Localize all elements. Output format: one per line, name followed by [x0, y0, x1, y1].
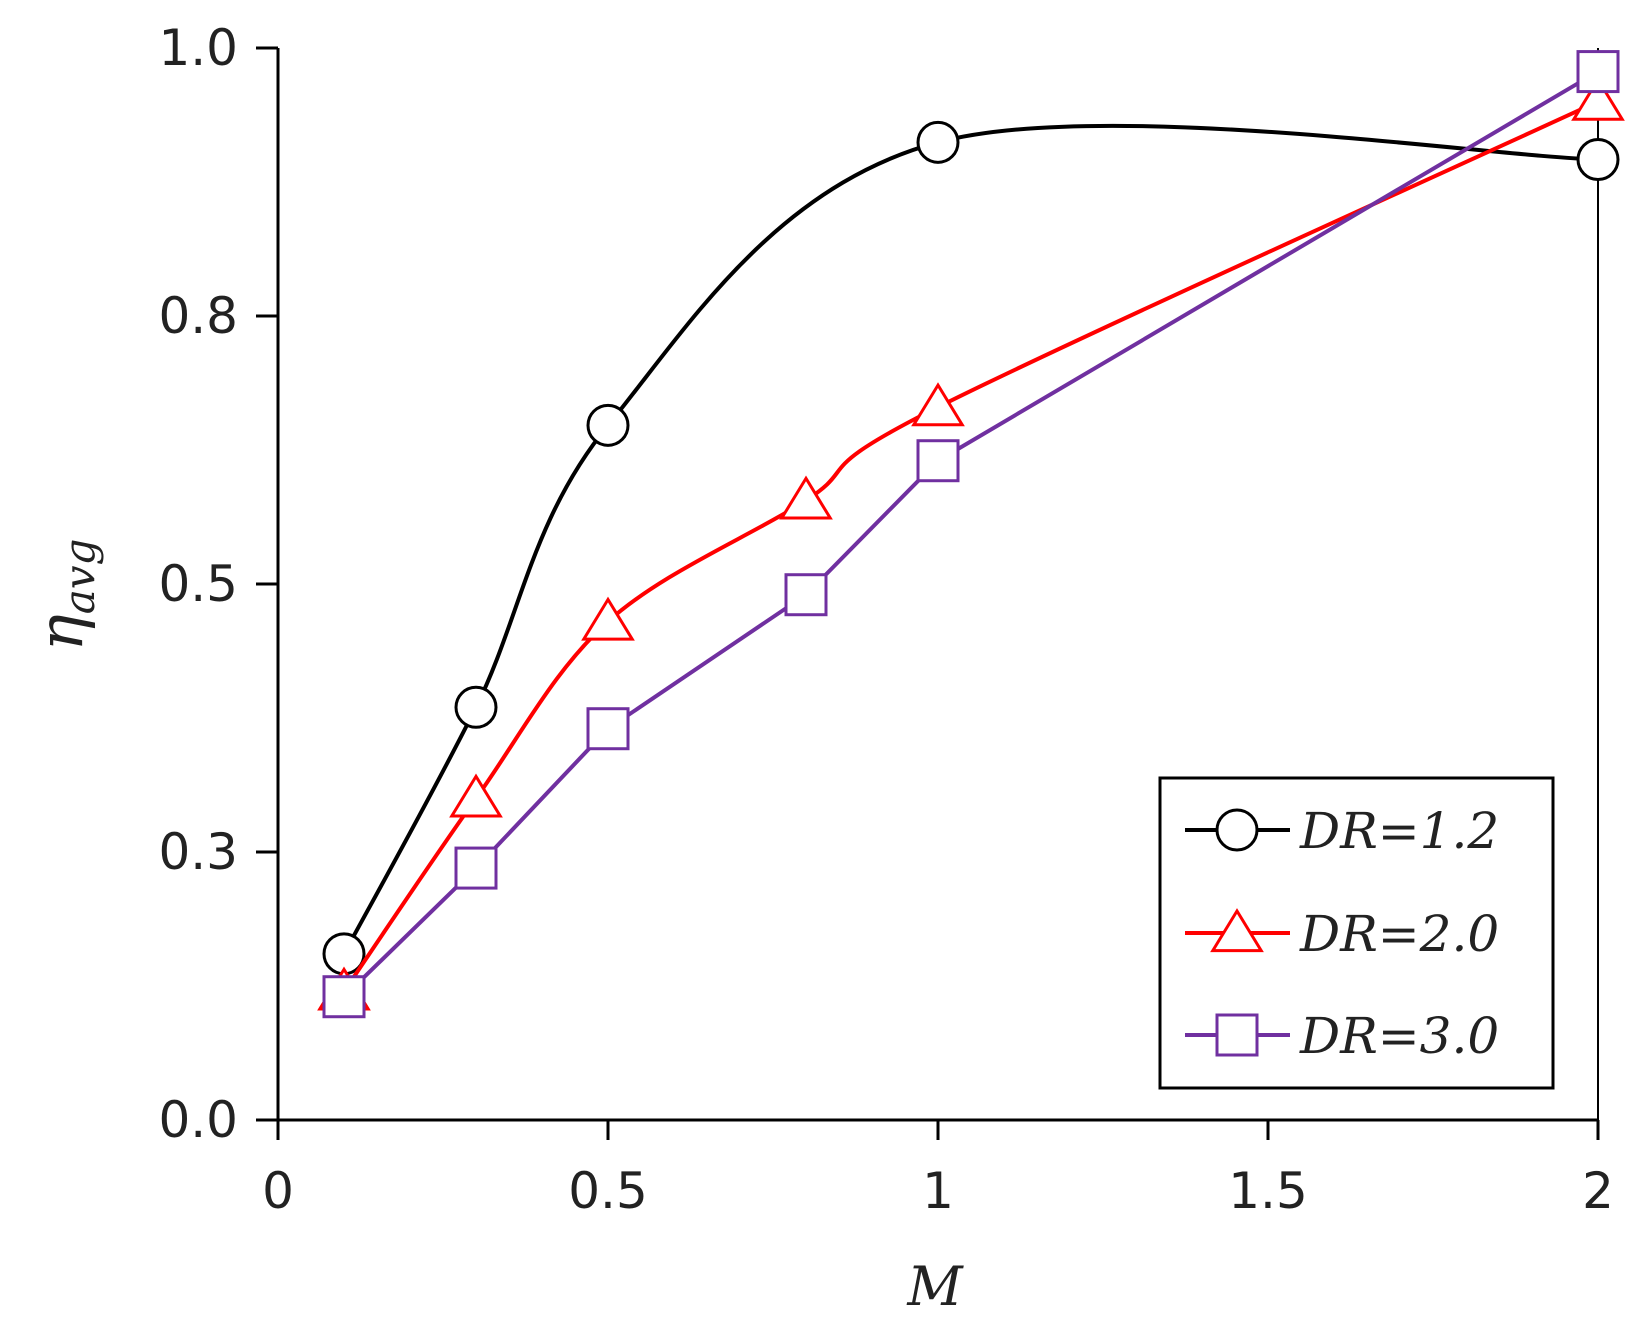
series-line: [342, 69, 1600, 999]
series-layer: [317, 50, 1625, 1019]
data-point: [454, 685, 498, 729]
data-point: [1576, 50, 1620, 94]
x-tick-label: 2: [1582, 1162, 1614, 1220]
axes-frame: [256, 46, 1600, 1140]
y-axis-title-main: η: [24, 614, 97, 651]
data-point: [322, 975, 366, 1019]
svg-text:ηavg: ηavg: [24, 539, 104, 652]
data-point: [916, 439, 960, 483]
data-point: [779, 475, 833, 520]
series-dr-3-0: [322, 50, 1620, 1019]
tick-labels: 0.0 0.3 0.5 0.8 1.0 0 0.5 1 1.5 2: [158, 19, 1613, 1220]
data-point: [586, 403, 630, 447]
legend-entry: DR=3.0: [1185, 1007, 1499, 1065]
data-point: [784, 573, 828, 617]
legend-swatch-marker: [1210, 908, 1264, 953]
y-tick-label: 0.3: [158, 823, 238, 881]
data-point: [454, 846, 498, 890]
x-axis-title: M: [906, 1255, 964, 1318]
x-tick-label: 0: [262, 1162, 294, 1220]
data-point: [1576, 137, 1620, 181]
y-tick-label: 0.0: [158, 1091, 238, 1149]
data-point: [916, 120, 960, 164]
y-axis-title-sub: avg: [55, 539, 104, 615]
legend-swatch-marker: [1215, 808, 1259, 852]
legend-entry: DR=1.2: [1185, 802, 1499, 860]
data-point: [586, 707, 630, 751]
legend: DR=1.2 DR=2.0 DR=3.0: [1158, 776, 1555, 1090]
legend-swatch-marker: [1215, 1013, 1259, 1057]
data-point: [1571, 76, 1625, 121]
y-tick-label: 1.0: [158, 19, 238, 77]
x-tick-label: 1.5: [1228, 1162, 1308, 1220]
data-point: [911, 382, 965, 427]
y-axis-title: ηavg: [24, 539, 104, 652]
series-line: [342, 123, 1599, 955]
legend-label: DR=1.2: [1299, 802, 1499, 860]
legend-label: DR=3.0: [1299, 1007, 1499, 1065]
legend-entry: DR=2.0: [1185, 905, 1499, 963]
x-tick-label: 1: [922, 1162, 954, 1220]
data-point: [449, 773, 503, 818]
y-tick-label: 0.5: [158, 555, 238, 613]
series-dr-1-2: [322, 120, 1620, 976]
y-tick-label: 0.8: [158, 287, 238, 345]
legend-label: DR=2.0: [1299, 905, 1499, 963]
data-point: [581, 596, 635, 641]
x-tick-label: 0.5: [568, 1162, 648, 1220]
